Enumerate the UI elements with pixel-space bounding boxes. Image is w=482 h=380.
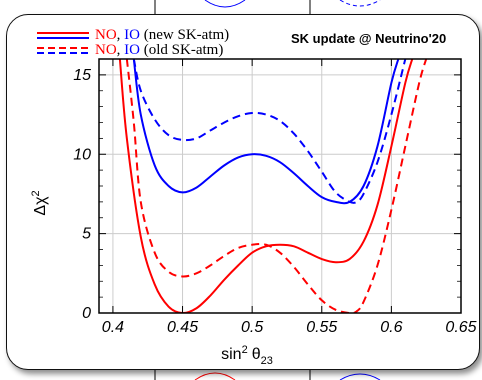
series-no-new-sk-atm: [118, 59, 414, 313]
legend-entry-new: NO, IO (new SK-atm): [95, 27, 229, 43]
plot-frame: [98, 58, 462, 314]
x-tick-label: 0.45: [167, 319, 198, 336]
legend-new-io: IO: [124, 27, 140, 43]
legend-old-io: IO: [124, 42, 140, 58]
legend-entry-old: NO, IO (old SK-atm): [95, 42, 223, 58]
sk-update-annotation: SK update @ Neutrino'20: [291, 31, 446, 46]
y-axis-label-sup: 2: [30, 190, 42, 196]
ticks: 0.4 0.45 0.5 0.55 0.6 0.65 0 5 10 15: [73, 58, 477, 336]
chart-panel: NO, IO (new SK-atm) NO, IO (old SK-atm) …: [6, 14, 480, 370]
legend-old-sep: ,: [117, 42, 125, 58]
x-axis-label-main: sin: [221, 346, 241, 363]
x-axis-label: sin2 θ23: [221, 344, 273, 367]
chi-square-chart: NO, IO (new SK-atm) NO, IO (old SK-atm) …: [30, 27, 477, 367]
y-tick-label: 0: [82, 305, 91, 322]
x-tick-label: 0.6: [380, 319, 402, 336]
x-axis-label-sup: 2: [242, 344, 248, 356]
legend-new-sep: ,: [117, 27, 125, 43]
y-tick-label: 15: [73, 67, 91, 84]
legend: NO, IO (new SK-atm) NO, IO (old SK-atm): [37, 27, 229, 58]
x-tick-label: 0.55: [306, 319, 337, 336]
y-tick-label: 5: [82, 226, 91, 243]
legend-old-label: (old SK-atm): [140, 42, 223, 58]
legend-old-no: NO: [95, 42, 117, 58]
x-axis-label-theta: θ: [252, 346, 261, 363]
x-tick-label: 0.65: [445, 319, 476, 336]
series-io-new-sk-atm: [132, 59, 400, 205]
legend-new-no: NO: [95, 27, 117, 43]
y-axis-label-main: Δχ: [32, 196, 49, 216]
series-no-old-sk-atm: [125, 59, 428, 313]
y-axis-label: Δχ2: [30, 190, 49, 215]
grid: [99, 59, 462, 313]
y-tick-label: 10: [73, 146, 91, 163]
legend-new-label: (new SK-atm): [140, 27, 229, 43]
series-group: [118, 59, 428, 313]
series-io-old-sk-atm: [132, 59, 407, 204]
x-tick-label: 0.5: [241, 319, 263, 336]
x-axis-label-sub: 23: [261, 355, 273, 367]
x-tick-label: 0.4: [102, 319, 124, 336]
